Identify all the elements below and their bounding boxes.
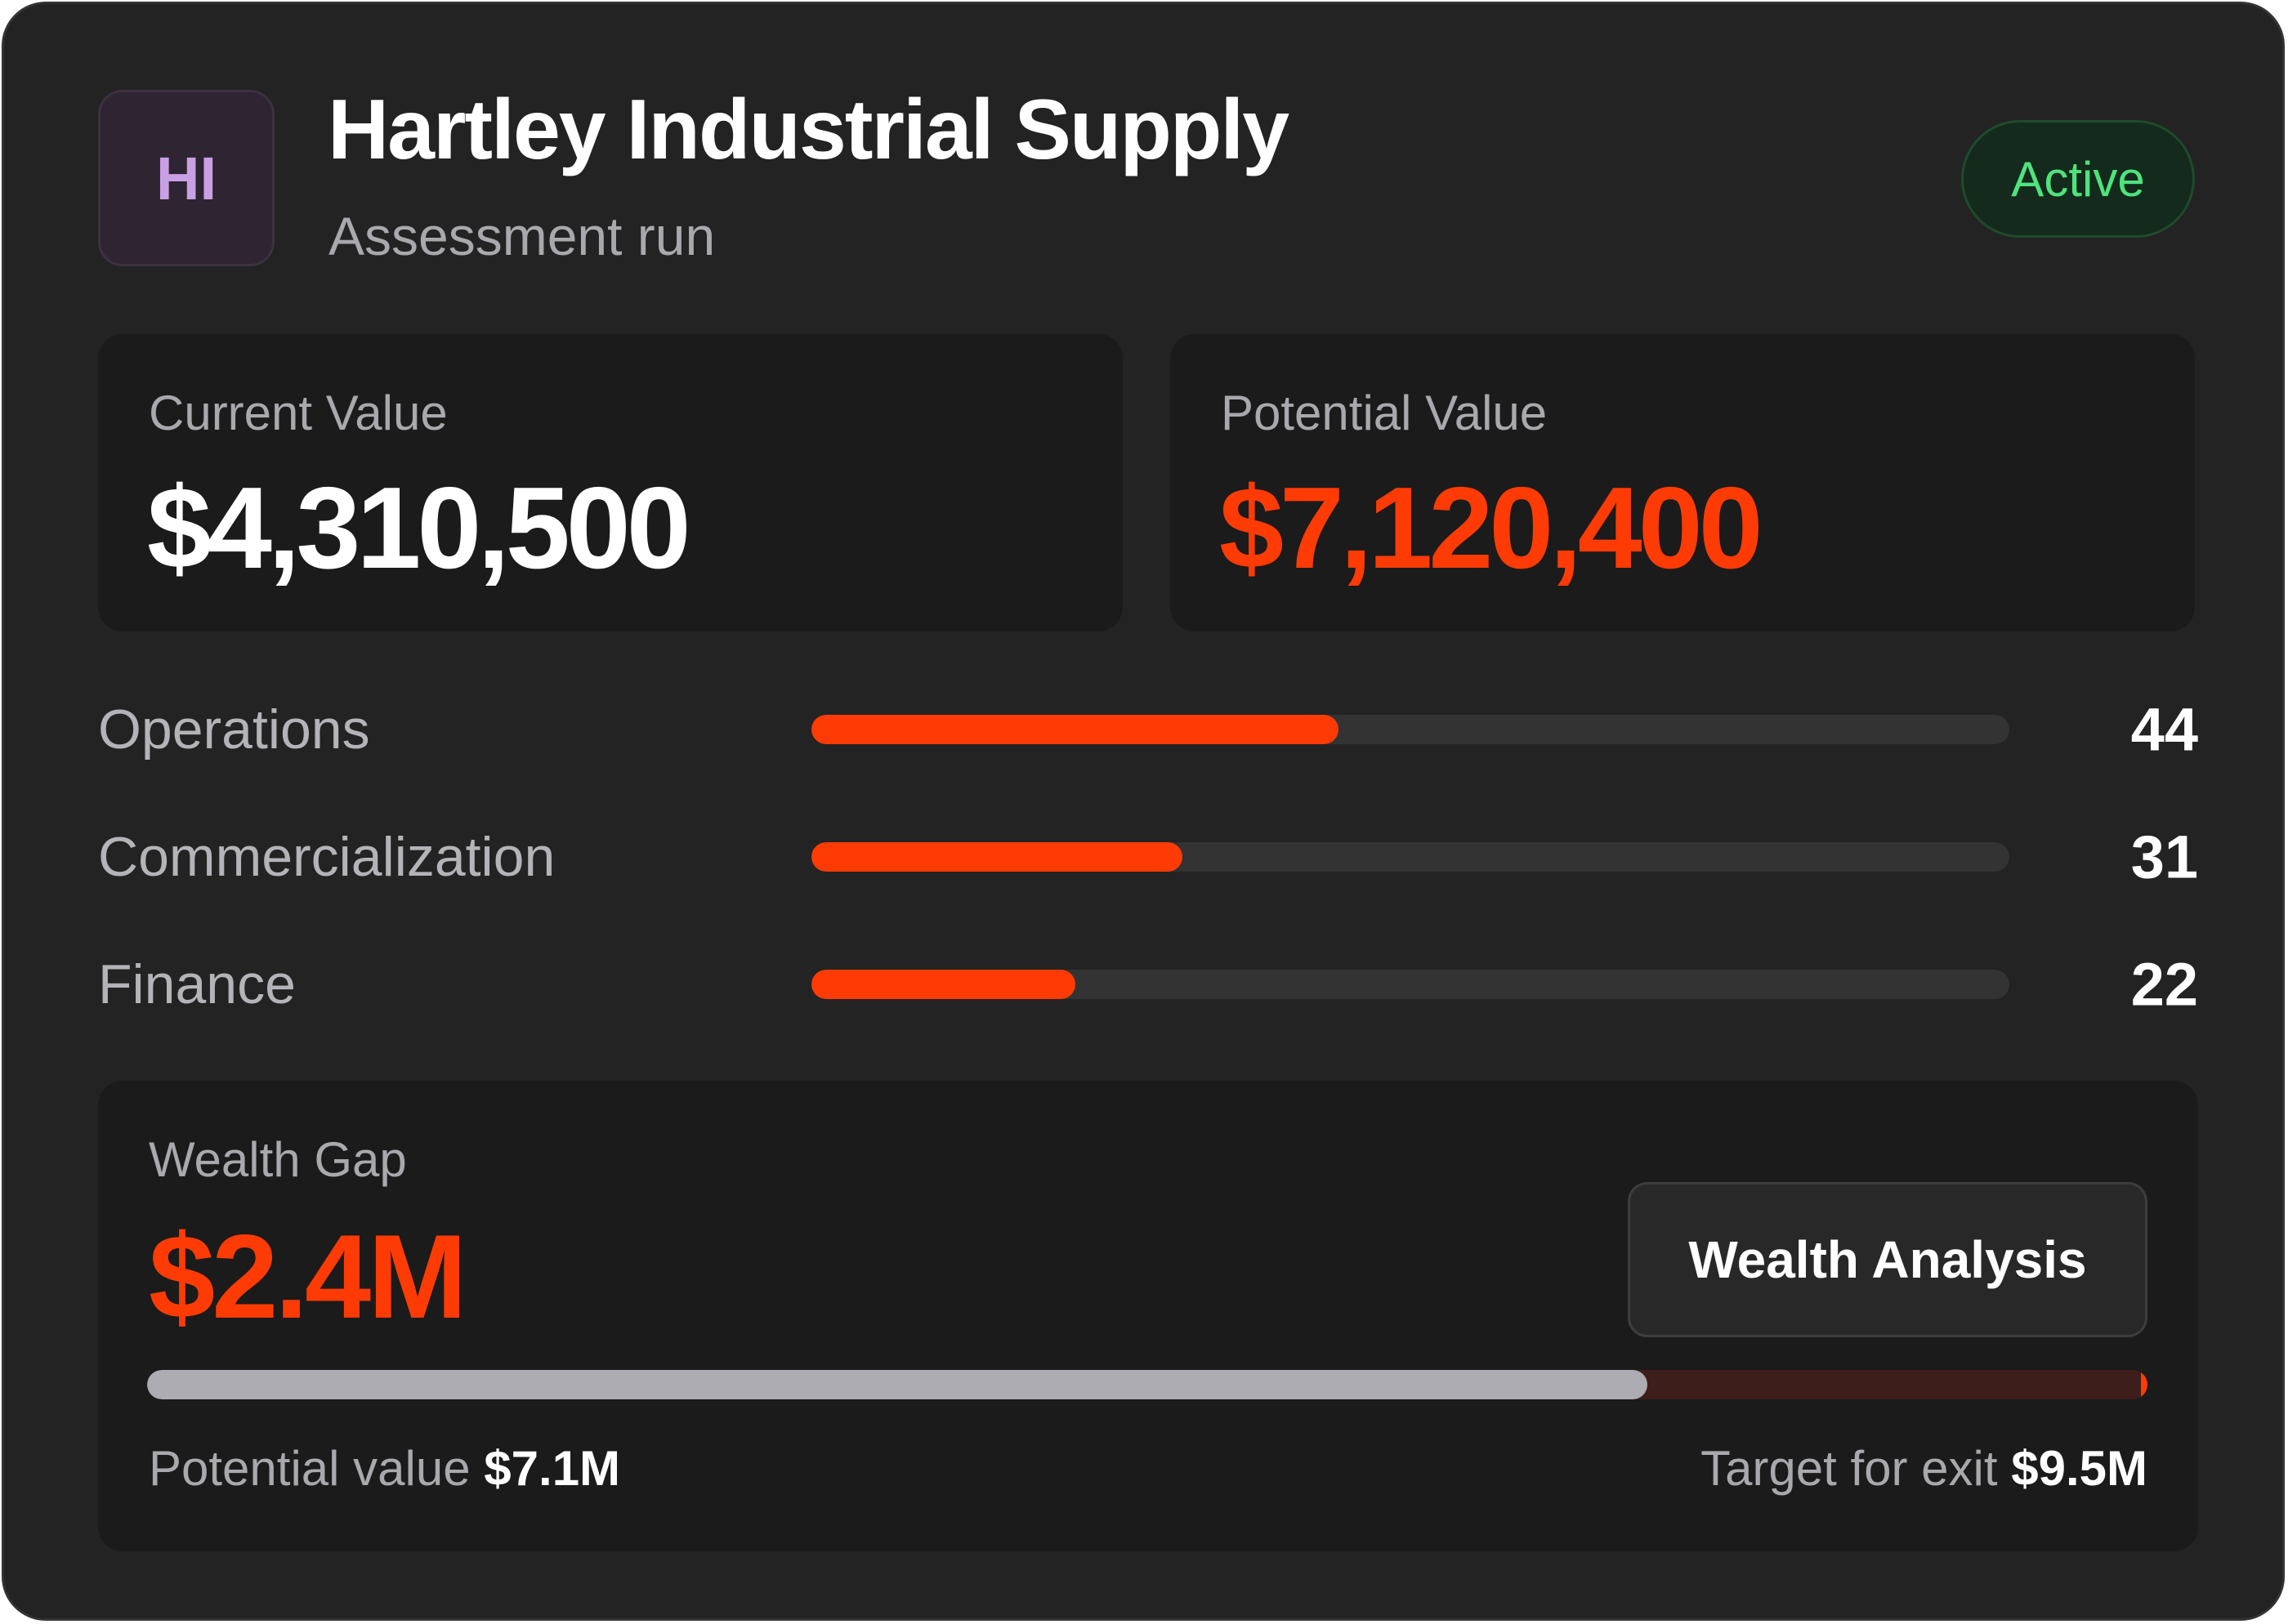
avatar-initials: HI: [156, 144, 217, 212]
metric-progress-track: [811, 715, 2009, 744]
metric-row-operations: Operations 44: [98, 685, 2198, 774]
potential-value-label: Potential Value: [1221, 386, 1548, 440]
metric-row-commercialization: Commercialization 31: [98, 812, 2198, 902]
metric-progress-track: [811, 842, 2009, 872]
current-value-amount: $4,310,500: [147, 463, 691, 593]
wealth-analysis-button-label: Wealth Analysis: [1688, 1230, 2087, 1289]
wealth-gap-panel: Wealth Gap $2.4M Wealth Analysis Potenti…: [98, 1081, 2198, 1551]
metric-progress-fill: [811, 842, 1183, 872]
potential-value-amount: $7,120,400: [1219, 463, 1763, 593]
potential-value-footnote: Potential value $7.1M: [149, 1440, 620, 1497]
company-name: Hartley Industrial Supply: [328, 83, 1289, 177]
metric-label: Commercialization: [98, 826, 556, 888]
metric-label: Finance: [98, 953, 296, 1015]
wealth-analysis-button[interactable]: Wealth Analysis: [1628, 1182, 2147, 1337]
current-value-label: Current Value: [149, 386, 448, 440]
target-exit-label: Target for exit: [1700, 1441, 1998, 1496]
wealth-gap-label: Wealth Gap: [149, 1132, 407, 1187]
metric-value: 22: [2130, 950, 2198, 1019]
metric-progress-track: [811, 970, 2009, 999]
potential-value-footnote-label: Potential value: [149, 1441, 471, 1496]
assessment-subtitle: Assessment run: [328, 206, 716, 266]
target-marker: [2141, 1370, 2147, 1399]
company-avatar: HI: [98, 90, 275, 266]
metric-label: Operations: [98, 698, 370, 761]
metric-value: 31: [2130, 823, 2198, 891]
potential-value-footnote-amount: $7.1M: [484, 1441, 621, 1496]
wealth-gap-amount: $2.4M: [149, 1210, 467, 1343]
target-exit-footnote: Target for exit $9.5M: [1700, 1440, 2147, 1497]
metric-value: 44: [2130, 695, 2198, 764]
metric-progress-fill: [811, 715, 1339, 744]
metric-progress-fill: [811, 970, 1075, 999]
potential-value-panel: Potential Value $7,120,400: [1170, 334, 2195, 631]
status-badge: Active: [1961, 120, 2195, 238]
wealth-gap-progress-track: [147, 1370, 2147, 1399]
target-exit-amount: $9.5M: [2011, 1441, 2147, 1496]
wealth-gap-progress-fill: [147, 1370, 1647, 1399]
status-badge-label: Active: [2011, 151, 2145, 207]
metric-row-finance: Finance 22: [98, 939, 2198, 1029]
current-value-panel: Current Value $4,310,500: [98, 334, 1123, 631]
